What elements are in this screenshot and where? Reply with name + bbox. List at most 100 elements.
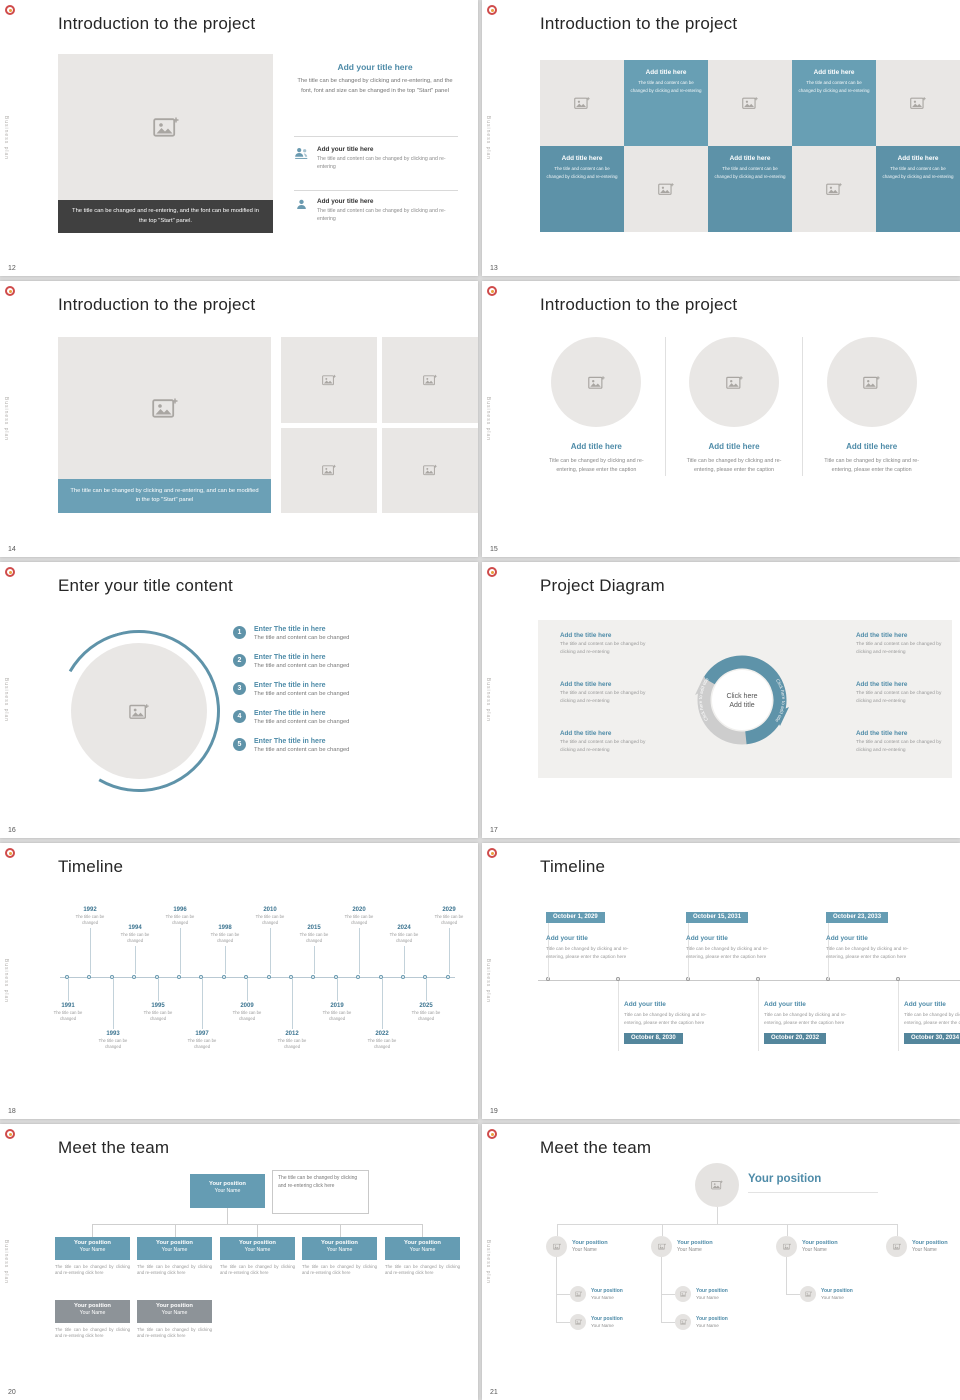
- image-placeholder-icon: [129, 703, 149, 720]
- member-item: Your position Your Name: [776, 1236, 838, 1257]
- image-placeholder-icon: [552, 1243, 561, 1250]
- connector-line: [828, 921, 829, 980]
- brand-logo-icon: [487, 286, 497, 296]
- position-label: Your position: [156, 1303, 193, 1309]
- column-heading: Add title here: [846, 442, 898, 451]
- name-label: Your Name: [591, 1295, 614, 1300]
- connector-line: [556, 1257, 557, 1322]
- page-number: 21: [490, 1389, 498, 1396]
- slide-18[interactable]: Business plan Timeline 1991 The title can…: [0, 843, 478, 1119]
- year-label: 2009: [240, 1003, 254, 1009]
- entry-body: Title can be changed by clicking and re-…: [546, 946, 629, 959]
- position-label: Your position: [321, 1240, 358, 1246]
- org-root-box: Your position Your Name: [190, 1174, 265, 1208]
- slide-title: Meet the team: [540, 1138, 652, 1157]
- connector-line: [157, 979, 159, 1001]
- position-label: Your position: [74, 1240, 111, 1246]
- member-text: Your position Your Name: [591, 1316, 623, 1328]
- timeline-point: 2020 The title can be changed: [344, 907, 374, 974]
- slide-15[interactable]: Business plan Introduction to the projec…: [482, 281, 960, 557]
- connector-line: [548, 921, 549, 980]
- content-body: The title can be changed by clicking and…: [297, 78, 453, 94]
- point-caption: The title can be changed: [389, 932, 419, 943]
- image-grid: [281, 337, 478, 513]
- slide-20[interactable]: Business plan Meet the team Your positio…: [0, 1124, 478, 1400]
- connector-line: [224, 945, 226, 974]
- slide-title: Introduction to the project: [540, 295, 738, 314]
- slide-21[interactable]: Business plan Meet the team Your positio…: [482, 1124, 960, 1400]
- numbered-list: 1 Enter The title in here The title and c…: [233, 626, 459, 753]
- slide-17[interactable]: Business plan Project Diagram Add the ti…: [482, 562, 960, 838]
- member-item: Your position Your Name: [886, 1236, 948, 1257]
- org-caption: The title can be changed by clicking and…: [55, 1327, 130, 1339]
- connector-line: [134, 945, 136, 974]
- cell-heading: Add title here: [897, 155, 939, 162]
- cycle-diagram: Click here to add title Click here to ad…: [690, 648, 794, 752]
- page-number: 19: [490, 1108, 498, 1115]
- connector-line: [403, 945, 405, 974]
- diagram-item: Add the title here The title and content …: [856, 681, 951, 705]
- image-placeholder-icon: [863, 375, 880, 390]
- slide-19[interactable]: Business plan Timeline October 1, 2029 A…: [482, 843, 960, 1119]
- caption-column: Add title here Title can be changed by c…: [802, 337, 940, 476]
- side-label: Business plan: [3, 1239, 9, 1285]
- connector-line: [340, 1224, 341, 1237]
- diagram-item: Add the title here The title and content …: [560, 730, 655, 754]
- member-item: Your position Your Name: [570, 1286, 623, 1302]
- connector-line: [557, 1224, 898, 1225]
- name-label: Your Name: [244, 1247, 271, 1253]
- image-placeholder-icon: [574, 1291, 582, 1297]
- image-placeholder: [58, 54, 273, 200]
- connector-line: [717, 1207, 718, 1224]
- item-heading: Enter The title in here: [254, 738, 326, 745]
- name-label: Your Name: [326, 1247, 353, 1253]
- connector-line: [381, 979, 383, 1029]
- connector-line: [786, 1294, 800, 1295]
- point-caption: The title can be changed: [277, 1038, 307, 1049]
- org-caption: The title can be changed by clicking and…: [137, 1327, 212, 1339]
- timeline-axis: [60, 977, 455, 978]
- member-item: Your position Your Name: [800, 1286, 853, 1302]
- root-position-label: Your position: [748, 1173, 822, 1185]
- slide-12[interactable]: Business plan Introduction to the projec…: [0, 0, 478, 276]
- avatar-placeholder: [800, 1286, 816, 1302]
- slide-16[interactable]: Business plan Enter your title content 1…: [0, 562, 478, 838]
- diagram-item: Add the title here The title and content …: [856, 632, 951, 656]
- name-label: Your Name: [696, 1295, 719, 1300]
- brand-logo-icon: [5, 848, 15, 858]
- image-placeholder-icon: [892, 1243, 901, 1250]
- position-label: Your position: [239, 1240, 276, 1246]
- org-caption: The title can be changed by clicking and…: [385, 1264, 460, 1276]
- point-caption: The title can be changed: [165, 914, 195, 925]
- avatar-placeholder: [776, 1236, 797, 1257]
- image-placeholder-icon: [574, 96, 590, 110]
- item-body: The title and content can be changed by …: [856, 740, 942, 753]
- image-placeholder: [540, 60, 624, 146]
- image-placeholder-icon: [423, 374, 437, 386]
- member-text: Your position Your Name: [696, 1316, 728, 1328]
- connector-line: [89, 927, 91, 974]
- image-placeholder-icon: [152, 116, 179, 138]
- date-badge: October 20, 2032: [764, 1032, 827, 1044]
- timeline-dot: [132, 975, 136, 979]
- timeline-dot: [267, 975, 271, 979]
- timeline-dot: [446, 975, 450, 979]
- name-label: Your Name: [912, 1247, 937, 1253]
- member-text: Your position Your Name: [591, 1288, 623, 1300]
- year-label: 2025: [419, 1003, 433, 1009]
- timeline-dot: [65, 975, 69, 979]
- page-number: 15: [490, 546, 498, 553]
- timeline-dot: [155, 975, 159, 979]
- timeline-dot: [311, 975, 315, 979]
- avatar-placeholder: [675, 1286, 691, 1302]
- feature-item: Add your title here The title and conten…: [294, 198, 458, 223]
- slide-13[interactable]: Business plan Introduction to the projec…: [482, 0, 960, 276]
- connector-line: [67, 979, 69, 1001]
- entry-body: Title can be changed by clicking and re-…: [826, 946, 909, 959]
- team-icon: [294, 146, 309, 160]
- year-label: 2029: [442, 907, 456, 913]
- member-item: Your position Your Name: [570, 1314, 623, 1330]
- slide-14[interactable]: Business plan Introduction to the projec…: [0, 281, 478, 557]
- item-body: The title and content can be changed by …: [560, 642, 646, 655]
- side-label: Business plan: [3, 958, 9, 1004]
